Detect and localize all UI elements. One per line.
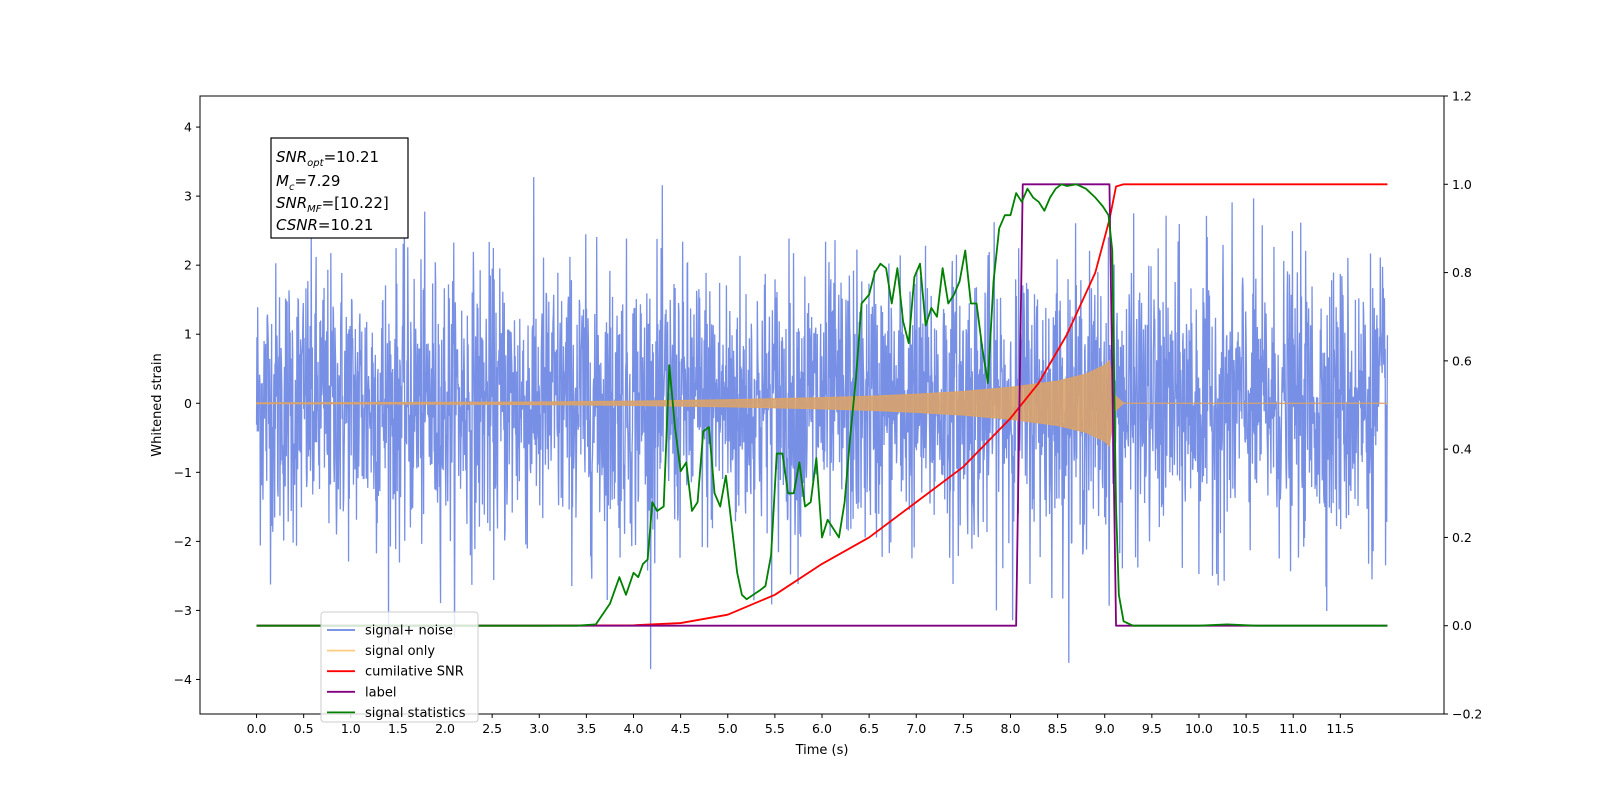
x-tick-label: 2.5	[482, 721, 502, 736]
legend-entries: signal+ noise signal only cumilative SNR la…	[327, 624, 466, 721]
y-axis-right: 1.2 1.0 0.8 0.6 0.4 0.2 0.0 −0.2	[1444, 89, 1482, 722]
x-axis-label: Time (s)	[795, 743, 849, 758]
legend-label-cumilative-snr: cumilative SNR	[365, 665, 464, 680]
legend: signal+ noise signal only cumilative SNR la…	[320, 611, 479, 723]
info-snr-mf: SNRMF=[10.22]	[276, 194, 389, 215]
x-tick-label: 5.5	[765, 721, 785, 736]
info-mc: Mc=7.29	[276, 172, 340, 193]
x-tick-label: 11.0	[1279, 721, 1307, 736]
y-tick-label-right: 0.8	[1452, 265, 1472, 280]
x-tick-label: 0.5	[294, 721, 314, 736]
y-tick-label-left: −4	[174, 672, 192, 687]
info-box: SNRopt=10.21 Mc=7.29 SNRMF=[10.22] CSNR=…	[270, 137, 409, 239]
x-tick-label: 10.5	[1232, 721, 1260, 736]
x-tick-label: 9.5	[1142, 721, 1162, 736]
legend-frame	[320, 611, 479, 723]
x-tick-label: 11.5	[1326, 721, 1354, 736]
info-snr-opt: SNRopt=10.21	[276, 148, 379, 169]
x-tick-label: 6.0	[812, 721, 832, 736]
x-tick-label: 0.0	[247, 721, 267, 736]
legend-label-label: label	[365, 685, 396, 700]
legend-label-signal-only: signal only	[365, 644, 435, 659]
x-tick-label: 9.0	[1095, 721, 1115, 736]
y-tick-label-right: 1.2	[1452, 89, 1472, 104]
x-tick-label: 7.5	[953, 721, 973, 736]
y-axis-label-left: Whitened strain	[150, 353, 165, 456]
x-axis: 0.0 0.5 1.0 1.5 2.0 2.5 3.0 3.5 4.0 4.5 5.0 5.5 6.0 6…	[247, 714, 1354, 736]
y-tick-label-left: 4	[184, 120, 192, 135]
y-tick-label-left: 0	[184, 396, 192, 411]
series-signal-only	[255, 359, 1388, 448]
y-tick-label-right: 0.2	[1452, 530, 1472, 545]
y-tick-label-left: 1	[184, 327, 192, 342]
y-tick-label-left: 3	[184, 189, 192, 204]
x-tick-label: 1.5	[388, 721, 408, 736]
series-signal-noise	[255, 177, 1389, 670]
info-csnr: CSNR=10.21	[276, 216, 373, 234]
x-tick-label: 1.0	[341, 721, 361, 736]
legend-label-signal-statistics: signal statistics	[365, 706, 466, 721]
legend-label-signal-noise: signal+ noise	[365, 624, 453, 639]
x-tick-label: 2.0	[435, 721, 455, 736]
y-axis-left: 4 3 2 1 0 −1 −2 −3 −4	[174, 120, 200, 687]
y-tick-label-right: 0.0	[1452, 618, 1472, 633]
x-tick-label: 8.5	[1048, 721, 1068, 736]
x-tick-label: 4.0	[624, 721, 644, 736]
x-tick-label: 6.5	[859, 721, 879, 736]
x-tick-label: 7.0	[906, 721, 926, 736]
y-tick-label-left: −1	[174, 465, 192, 480]
series-layer	[255, 177, 1389, 670]
info-box-frame	[270, 137, 409, 239]
x-tick-label: 4.5	[671, 721, 691, 736]
y-tick-label-left: 2	[184, 258, 192, 273]
y-tick-label-right: −0.2	[1452, 707, 1482, 722]
x-tick-label: 3.5	[576, 721, 596, 736]
x-tick-label: 3.0	[529, 721, 549, 736]
x-tick-label: 10.0	[1185, 721, 1213, 736]
y-tick-label-right: 1.0	[1452, 177, 1472, 192]
y-tick-label-left: −3	[174, 603, 192, 618]
y-tick-label-left: −2	[174, 534, 192, 549]
x-tick-label: 8.0	[1001, 721, 1021, 736]
y-tick-label-right: 0.6	[1452, 353, 1472, 368]
y-tick-label-right: 0.4	[1452, 442, 1472, 457]
x-tick-label: 5.0	[718, 721, 738, 736]
series-signal-statistics	[256, 183, 1388, 627]
